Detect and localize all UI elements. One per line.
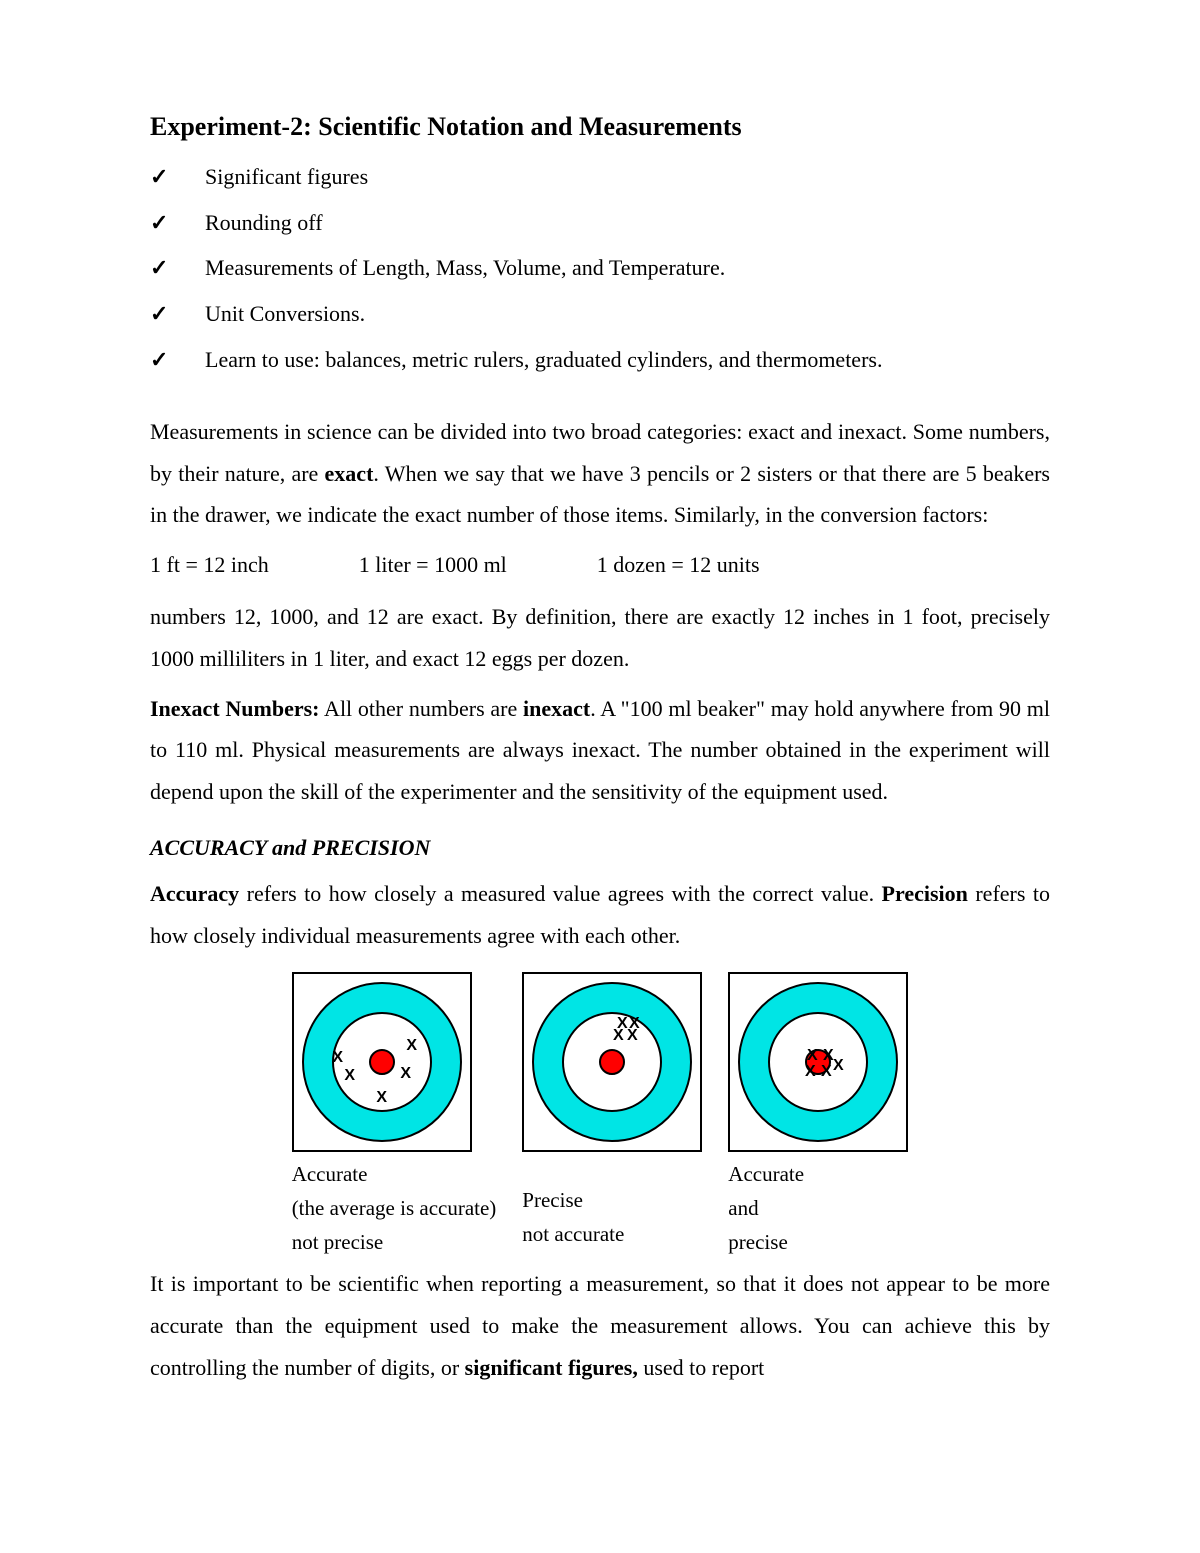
- target-caption-line: Precise: [522, 1184, 583, 1218]
- document-page: Experiment-2: Scientific Notation and Me…: [0, 0, 1200, 1553]
- target-caption-line: and: [728, 1192, 758, 1226]
- target-3: XXXXX Accurate and precise: [728, 972, 908, 1259]
- target-mark: X: [332, 1050, 343, 1066]
- bold-text: inexact: [523, 696, 590, 721]
- target-1: XXXXX Accurate (the average is accurate)…: [292, 972, 497, 1259]
- check-icon: ✓: [150, 247, 205, 289]
- checklist-text: Measurements of Length, Mass, Volume, an…: [205, 247, 725, 289]
- target-bullseye: [599, 1049, 625, 1075]
- checklist-item: ✓Significant figures: [150, 156, 1050, 198]
- checklist-text: Unit Conversions.: [205, 293, 365, 335]
- target-caption-line: not precise: [292, 1226, 384, 1260]
- target-mark: X: [613, 1028, 624, 1044]
- check-icon: ✓: [150, 339, 205, 381]
- inexact-label: Inexact Numbers:: [150, 696, 320, 721]
- conversion-b: 1 liter = 1000 ml: [359, 544, 507, 586]
- text: used to report: [638, 1355, 764, 1380]
- checklist-item: ✓Measurements of Length, Mass, Volume, a…: [150, 247, 1050, 289]
- target-caption-line: Accurate: [292, 1158, 368, 1192]
- targets-row: XXXXX Accurate (the average is accurate)…: [150, 972, 1050, 1259]
- target-diagram: XXXXX: [292, 972, 472, 1152]
- checklist-text: Learn to use: balances, metric rulers, g…: [205, 339, 882, 381]
- check-icon: ✓: [150, 293, 205, 335]
- target-mark: X: [627, 1028, 638, 1044]
- precision-label: Precision: [882, 881, 968, 906]
- target-caption-line: (the average is accurate): [292, 1192, 497, 1226]
- paragraph-exact: numbers 12, 1000, and 12 are exact. By d…: [150, 596, 1050, 680]
- page-title: Experiment-2: Scientific Notation and Me…: [150, 110, 1050, 144]
- bold-text: significant figures,: [465, 1355, 638, 1380]
- target-mark: X: [406, 1038, 417, 1054]
- target-bullseye: [369, 1049, 395, 1075]
- conversion-row: 1 ft = 12 inch 1 liter = 1000 ml 1 dozen…: [150, 544, 1050, 586]
- check-icon: ✓: [150, 202, 205, 244]
- accuracy-label: Accuracy: [150, 881, 239, 906]
- target-mark: X: [376, 1090, 387, 1106]
- target-mark: X: [833, 1058, 844, 1074]
- target-caption-line: precise: [728, 1226, 787, 1260]
- checklist: ✓Significant figures ✓Rounding off ✓Meas…: [150, 156, 1050, 381]
- target-mark: X: [344, 1068, 355, 1084]
- conversion-c: 1 dozen = 12 units: [597, 544, 760, 586]
- checklist-item: ✓Learn to use: balances, metric rulers, …: [150, 339, 1050, 381]
- target-caption-line: Accurate: [728, 1158, 804, 1192]
- paragraph-intro: Measurements in science can be divided i…: [150, 411, 1050, 536]
- checklist-text: Significant figures: [205, 156, 368, 198]
- target-mark: X: [807, 1048, 818, 1064]
- target-2: XXXX Precise not accurate: [522, 972, 702, 1259]
- section-heading: ACCURACY and PRECISION: [150, 827, 1050, 869]
- checklist-text: Rounding off: [205, 202, 323, 244]
- text: refers to how closely a measured value a…: [239, 881, 881, 906]
- bold-text: exact: [325, 461, 374, 486]
- checklist-item: ✓Unit Conversions.: [150, 293, 1050, 335]
- paragraph-final: It is important to be scientific when re…: [150, 1263, 1050, 1388]
- paragraph-inexact: Inexact Numbers: All other numbers are i…: [150, 688, 1050, 813]
- target-diagram: XXXXX: [728, 972, 908, 1152]
- target-caption-line: not accurate: [522, 1218, 624, 1252]
- target-mark: X: [821, 1064, 832, 1080]
- target-diagram: XXXX: [522, 972, 702, 1152]
- target-mark: X: [805, 1064, 816, 1080]
- checklist-item: ✓Rounding off: [150, 202, 1050, 244]
- target-mark: X: [400, 1066, 411, 1082]
- conversion-a: 1 ft = 12 inch: [150, 544, 269, 586]
- check-icon: ✓: [150, 156, 205, 198]
- paragraph-accuracy: Accuracy refers to how closely a measure…: [150, 873, 1050, 957]
- text: All other numbers are: [320, 696, 523, 721]
